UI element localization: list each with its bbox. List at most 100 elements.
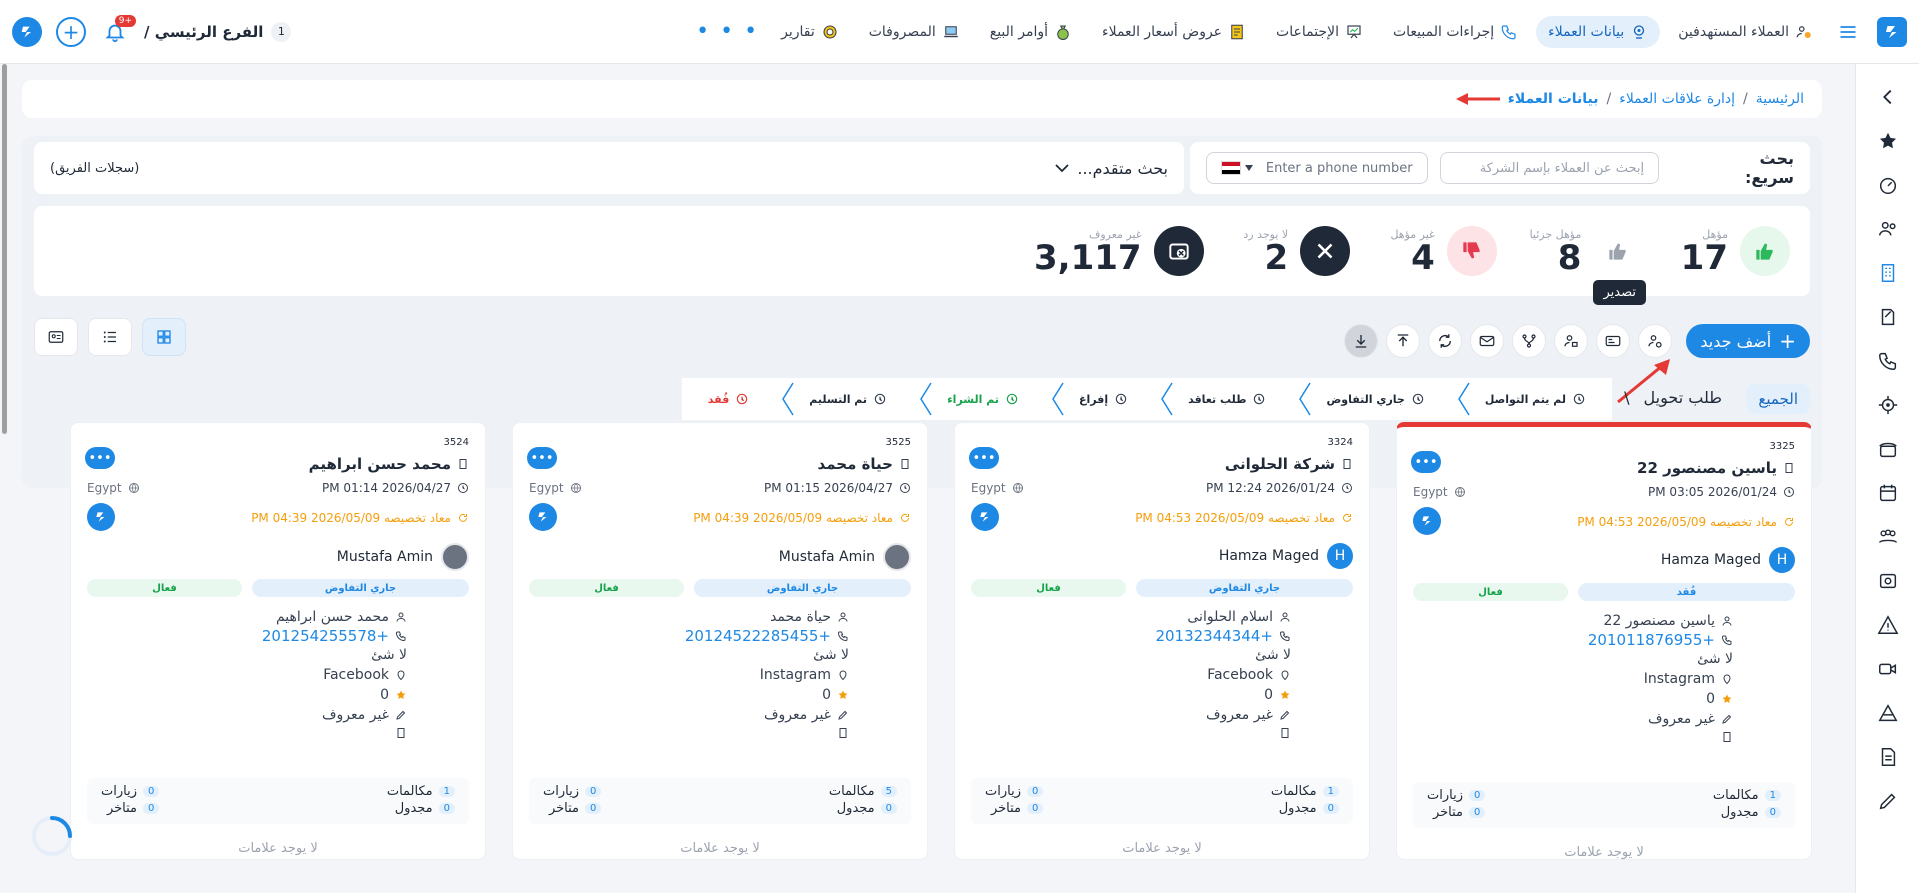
export-button[interactable] (1344, 324, 1378, 358)
sidebar-edit[interactable] (1873, 786, 1903, 816)
all-stages-button[interactable]: الجميع (1746, 384, 1810, 414)
stage-3[interactable]: طلب تعاقد (1144, 381, 1282, 417)
nav-item-3[interactable]: إجراءات المبيعات (1381, 16, 1530, 48)
merge-button[interactable] (1512, 324, 1546, 358)
branch-selector[interactable]: 1 الفرع الرئيسي / (144, 21, 292, 42)
phone-row[interactable]: +201254255578 (262, 627, 407, 645)
scheduled-count[interactable]: 0 مجدول (387, 801, 455, 816)
phone-row[interactable]: +20132344344 (1155, 627, 1291, 645)
stage-6[interactable]: تم التسليم (765, 381, 903, 417)
sidebar-telephone[interactable] (1873, 434, 1903, 464)
user-settings-button[interactable] (1638, 324, 1672, 358)
nav-item-2[interactable]: بيانات العملاء (1536, 15, 1661, 48)
calls-count[interactable]: 1 مكالمات (387, 784, 455, 799)
sidebar-projects[interactable] (1873, 698, 1903, 728)
customer-card[interactable]: 3525 ••• حياة محمد PM 01:15 2026/04/27 Egypt… (512, 422, 928, 860)
phone-search-input[interactable]: Enter a phone number (1206, 152, 1428, 184)
nav-item-4[interactable]: الإجتماعات (1264, 16, 1375, 48)
more-nav-button[interactable]: • • • (696, 19, 760, 44)
sidebar-alerts[interactable] (1873, 610, 1903, 640)
scrollbar-thumb[interactable] (2, 64, 7, 434)
visits-count[interactable]: 0 زيارات (1427, 788, 1486, 803)
sidebar-dashboard[interactable] (1873, 170, 1903, 200)
breadcrumb-home[interactable]: الرئيسية (1755, 91, 1804, 107)
owner-row[interactable]: H Hamza Maged (1661, 547, 1795, 573)
calls-count[interactable]: 1 مكالمات (1271, 784, 1339, 799)
stat-card[interactable]: مؤهل 17 (1643, 226, 1790, 276)
late-count[interactable]: 0 متاخر (985, 801, 1044, 816)
add-new-button[interactable]: + أضف جديد (1686, 324, 1810, 358)
nav-item-7[interactable]: المصروفات (857, 16, 972, 48)
card-view-button[interactable] (1596, 324, 1630, 358)
stage-7[interactable]: فُقد (692, 392, 765, 406)
sidebar-users[interactable] (1873, 214, 1903, 244)
customer-name-row[interactable]: شركة الحلوانى (1225, 455, 1353, 473)
sidebar-video[interactable] (1873, 654, 1903, 684)
sidebar-teams[interactable] (1873, 522, 1903, 552)
customer-card[interactable]: 3524 ••• محمد حسن ابراهيم PM 01:14 2026/04/… (70, 422, 486, 860)
list-view-button[interactable] (88, 318, 132, 356)
collapse-sidebar-button[interactable] (1873, 82, 1903, 112)
grid-view-button[interactable] (142, 318, 186, 356)
country-code-selector[interactable] (1221, 161, 1253, 175)
sidebar-locations[interactable] (1873, 390, 1903, 420)
stage-1[interactable]: لم يتم التواصل (1441, 381, 1602, 417)
card-more-button[interactable]: ••• (1411, 451, 1441, 473)
customer-card[interactable]: 3324 ••• شركة الحلوانى PM 12:24 2026/01/24 E… (954, 422, 1370, 860)
assign-user-button[interactable] (1554, 324, 1588, 358)
calls-count[interactable]: 5 مكالمات (829, 784, 897, 799)
owner-row[interactable]: Mustafa Amin (337, 543, 469, 571)
customer-name-row[interactable]: ياسين مصنصور 22 (1637, 459, 1795, 477)
notifications-button[interactable]: +9 (100, 14, 136, 47)
email-button[interactable] (1470, 324, 1504, 358)
visits-count[interactable]: 0 زيارات (543, 784, 602, 799)
page-scrollbar[interactable] (0, 64, 8, 893)
menu-button[interactable] (1831, 22, 1865, 42)
nav-item-8[interactable]: تقارير (769, 16, 851, 48)
visits-count[interactable]: 0 زيارات (101, 784, 160, 799)
sidebar-gallery[interactable] (1873, 566, 1903, 596)
late-count[interactable]: 0 متاخر (101, 801, 160, 816)
sidebar-documents[interactable] (1873, 742, 1903, 772)
stage-5[interactable]: تم الشراء (903, 381, 1035, 417)
brand-avatar[interactable] (12, 16, 42, 47)
stat-card[interactable]: غير معروف 3,117 (1034, 226, 1204, 276)
sidebar-companies[interactable] (1873, 258, 1903, 288)
app-logo[interactable] (1877, 16, 1907, 47)
phone-row[interactable]: +201011876955 (1588, 631, 1733, 649)
card-more-button[interactable]: ••• (85, 447, 115, 469)
late-count[interactable]: 0 متاخر (543, 801, 602, 816)
refresh-button[interactable] (1428, 324, 1462, 358)
calls-count[interactable]: 1 مكالمات (1713, 788, 1781, 803)
owner-row[interactable]: H Hamza Maged (1219, 543, 1353, 569)
stat-card[interactable]: مؤهل جزئيا 8 (1497, 226, 1644, 276)
nav-item-5[interactable]: عروض أسعار العملاء (1090, 16, 1258, 48)
scheduled-count[interactable]: 0 مجدول (1713, 805, 1781, 820)
stage-2[interactable]: جاري التفاوض (1282, 381, 1440, 417)
customer-name-row[interactable]: محمد حسن ابراهيم (309, 455, 469, 473)
advanced-search-toggle[interactable]: بحث متقدم... (1055, 159, 1168, 178)
sidebar-calls[interactable] (1873, 346, 1903, 376)
quick-add-button[interactable]: + (56, 16, 86, 47)
nav-item-1[interactable]: العملاء المستهدفين (1666, 16, 1825, 48)
stat-card[interactable]: لا يوجد رد 2 (1204, 226, 1351, 276)
sidebar-favorites[interactable] (1873, 126, 1903, 156)
card-more-button[interactable]: ••• (527, 447, 557, 469)
stat-card[interactable]: غير مؤهل 4 (1350, 226, 1497, 276)
sidebar-calendar[interactable] (1873, 478, 1903, 508)
scheduled-count[interactable]: 0 مجدول (829, 801, 897, 816)
import-button[interactable] (1386, 324, 1420, 358)
sidebar-tasks[interactable] (1873, 302, 1903, 332)
visits-count[interactable]: 0 زيارات (985, 784, 1044, 799)
late-count[interactable]: 0 متاخر (1427, 805, 1486, 820)
contact-card-view-button[interactable] (34, 318, 78, 356)
customer-card[interactable]: 3325 ••• ياسين مصنصور 22 PM 03:05 2026/01/2… (1396, 422, 1812, 860)
card-more-button[interactable]: ••• (969, 447, 999, 469)
nav-item-6[interactable]: أوامر البيع (978, 16, 1084, 48)
team-records-label[interactable]: (سجلات الفريق) (50, 160, 140, 176)
owner-row[interactable]: Mustafa Amin (779, 543, 911, 571)
phone-row[interactable]: +20124522285455 (685, 627, 849, 645)
customer-name-row[interactable]: حياة محمد (818, 455, 911, 473)
scheduled-count[interactable]: 0 مجدول (1271, 801, 1339, 816)
conversion-filter[interactable]: طلب تحويل \ (1624, 388, 1722, 407)
